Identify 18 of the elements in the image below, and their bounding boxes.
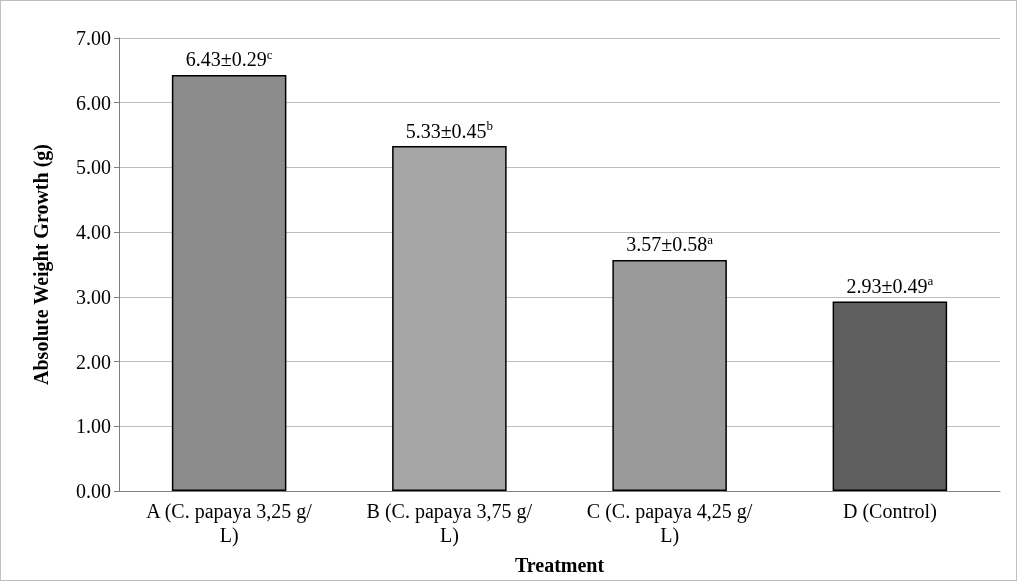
x-tick-label: D (Control) <box>842 500 937 523</box>
y-tick-label: 4.00 <box>76 221 111 244</box>
bar <box>832 301 948 491</box>
y-tick-label: 6.00 <box>76 91 111 114</box>
y-tick-label: 1.00 <box>76 415 111 438</box>
y-tick-label: 2.00 <box>76 350 111 373</box>
y-tick-label: 7.00 <box>76 27 111 49</box>
y-tick-label: 5.00 <box>76 156 111 179</box>
bar <box>612 259 727 491</box>
x-tick-label: B (C. papaya 3,75 g/L) <box>366 500 533 547</box>
bar <box>392 146 507 491</box>
bar <box>171 74 287 491</box>
x-tick-label: C (C. papaya 4,25 g/L) <box>586 500 753 547</box>
x-tick-label: A (C. papaya 3,25 g/L) <box>146 500 313 547</box>
y-axis-title: Absolute Weight Growth (g) <box>30 144 53 385</box>
y-tick-label: 3.00 <box>76 285 111 308</box>
x-axis-title: Treatment <box>514 554 605 576</box>
y-tick-label: 0.00 <box>76 480 111 502</box>
